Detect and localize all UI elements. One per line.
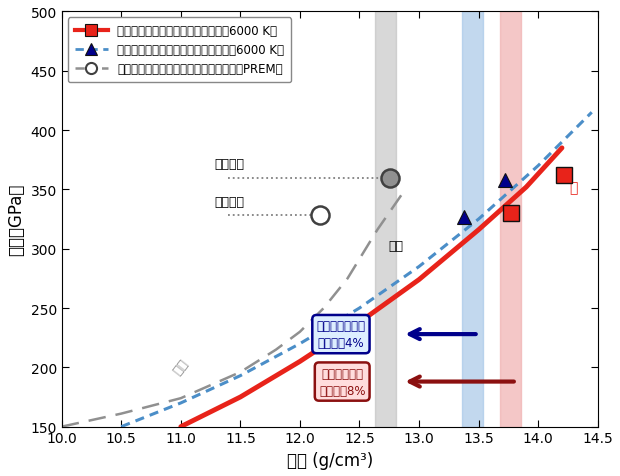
X-axis label: 密度 (g/cm³): 密度 (g/cm³) [286,451,373,469]
Text: 鉄: 鉄 [569,180,577,195]
Text: 先行研究による
密度差～4%: 先行研究による 密度差～4% [316,319,365,349]
Y-axis label: 圧力（GPa）: 圧力（GPa） [7,183,25,256]
Text: 地球中心: 地球中心 [214,158,244,171]
Bar [375,12,396,427]
Legend: 本研究による金属鉄の圧力－密度（6000 K）, 先行研究による金属鉄の圧力－密度（6000 K）, 地震波観測による地球内部構造モデル（PREM）: 本研究による金属鉄の圧力－密度（6000 K）, 先行研究による金属鉄の圧力－密… [68,18,291,83]
Text: 内核: 内核 [388,240,403,253]
Text: 本研究による
密度差～8%: 本研究による 密度差～8% [319,367,365,397]
Bar [500,12,521,427]
Bar [462,12,484,427]
Text: 内核境界: 内核境界 [214,196,244,209]
Text: 外核: 外核 [171,357,192,377]
